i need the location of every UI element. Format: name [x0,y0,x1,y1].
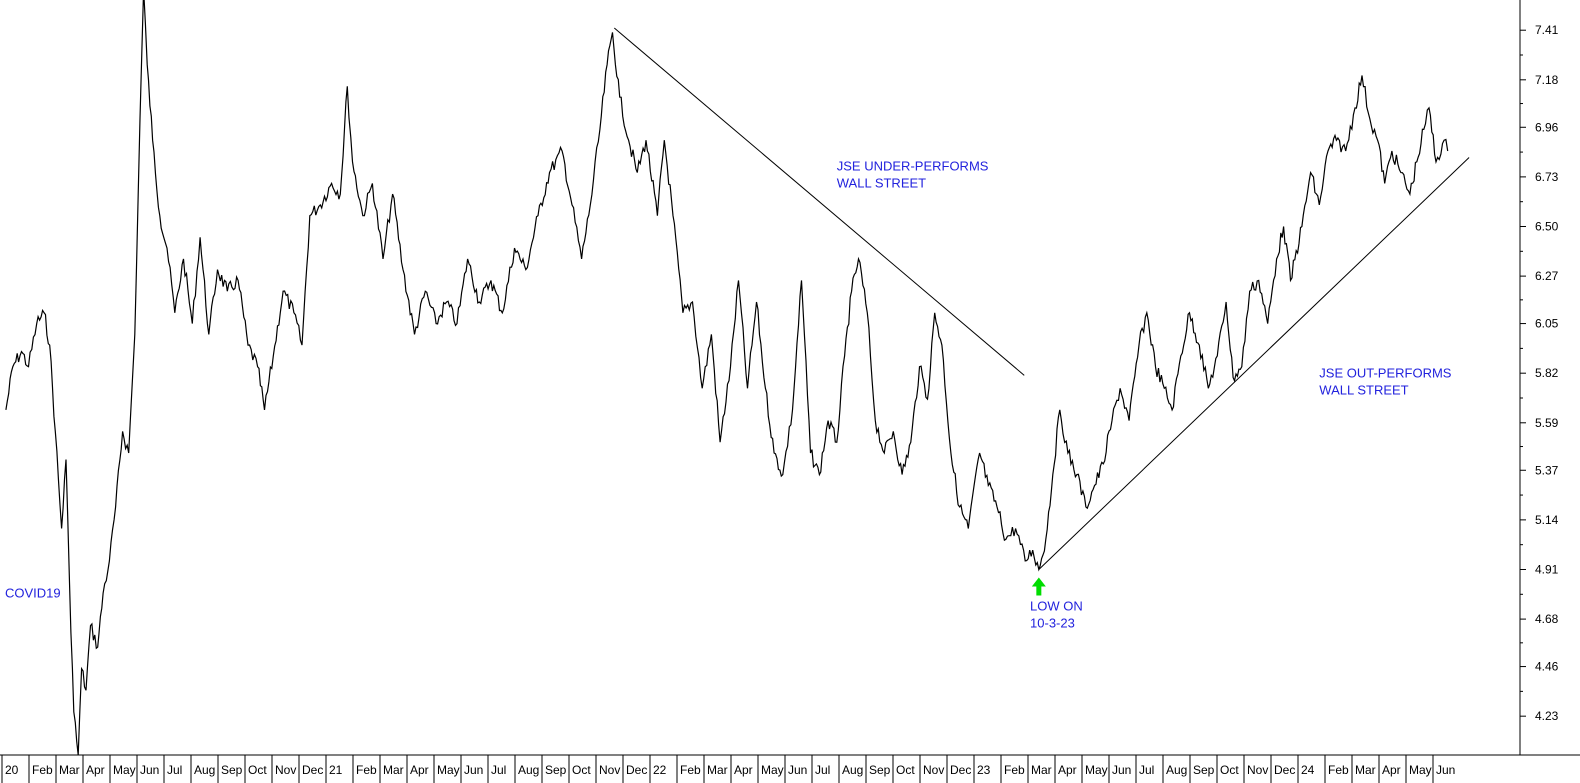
up-arrow-icon [1031,577,1046,596]
x-tick-label: Feb [680,763,701,777]
x-tick-label: Dec [302,763,323,777]
y-tick-label: 6.27 [1535,269,1559,283]
x-tick-label: Oct [248,763,267,777]
x-tick-label: Oct [896,763,915,777]
annotation-label: WALL STREET [837,175,926,190]
x-tick-label: Aug [842,763,863,777]
x-tick-label: Dec [950,763,971,777]
x-tick-label: Apr [1382,763,1401,777]
y-tick-label: 5.59 [1535,416,1559,430]
plot-area [5,0,1470,756]
x-tick-label: Feb [1004,763,1025,777]
x-tick-label: Jun [464,763,483,777]
x-tick-label: Jul [1139,763,1154,777]
x-tick-label: Aug [1166,763,1187,777]
x-tick-label: Apr [86,763,105,777]
y-tick-label: 6.50 [1535,220,1559,234]
annotation-label: COVID19 [5,586,61,601]
trendline [1038,157,1470,570]
y-tick-label: 5.82 [1535,366,1559,380]
x-tick-label: Apr [1058,763,1077,777]
y-tick-label: 4.46 [1535,660,1559,674]
x-tick-label: Feb [356,763,377,777]
x-tick-label: Sep [545,763,567,777]
x-tick-label: Jul [815,763,830,777]
x-tick-label: Dec [626,763,647,777]
x-tick-label: Jul [167,763,182,777]
x-tick-label: Dec [1274,763,1295,777]
y-tick-label: 5.37 [1535,463,1559,477]
x-tick-label: May [1409,763,1432,777]
trendline [613,27,1025,376]
y-tick-label: 7.18 [1535,73,1559,87]
x-tick-label: Mar [1355,763,1376,777]
annotation-label: LOW ON [1030,598,1083,613]
x-tick-label: Feb [1328,763,1349,777]
y-tick-label: 5.14 [1535,513,1559,527]
x-tick-label: Mar [59,763,80,777]
x-tick-label: Nov [923,763,944,777]
annotation-label: JSE OUT-PERFORMS [1319,366,1452,381]
x-tick-label: Feb [32,763,53,777]
x-tick-label: Nov [1247,763,1268,777]
x-tick-label: Jun [1436,763,1455,777]
annotations: JSE UNDER-PERFORMS WALL STREET JSE OUT-PER… [5,158,1452,630]
x-tick-label: 21 [329,763,343,777]
x-tick-label: Apr [734,763,753,777]
x-tick-label: 20 [5,763,19,777]
y-tick-label: 6.05 [1535,317,1559,331]
x-tick-label: Jun [788,763,807,777]
x-tick-label: 24 [1301,763,1315,777]
x-tick-label: Jul [491,763,506,777]
x-tick-label: Oct [572,763,591,777]
x-tick-label: May [1085,763,1108,777]
x-tick-label: May [761,763,784,777]
x-tick-label: Apr [410,763,429,777]
x-tick-label: Sep [221,763,243,777]
annotation-label: 10-3-23 [1030,615,1075,630]
x-tick-label: May [113,763,136,777]
y-axis: 7.41 7.18 6.96 6.73 6.50 6.27 6.05 5.82 5.59 5.37… [1519,0,1559,755]
x-tick-label: Nov [275,763,296,777]
x-tick-label: Jun [1112,763,1131,777]
x-tick-label: Sep [1193,763,1215,777]
x-tick-label: Aug [518,763,539,777]
y-tick-label: 4.91 [1535,562,1559,576]
y-tick-label: 6.73 [1535,170,1559,184]
x-tick-label: Aug [194,763,215,777]
x-tick-label: Jun [140,763,159,777]
price-line [5,0,1449,756]
y-tick-label: 6.96 [1535,120,1559,134]
x-tick-label: May [437,763,460,777]
x-tick-label: 23 [977,763,991,777]
x-axis: 20 Feb Mar Apr May Jun Jul Aug Sep Oct Nov Dec 21 Feb… [0,754,1580,783]
y-tick-label: 4.68 [1535,612,1559,626]
x-tick-label: Mar [1031,763,1052,777]
x-tick-label: 22 [653,763,667,777]
y-tick-label: 7.41 [1535,23,1559,37]
x-tick-label: Sep [869,763,891,777]
x-tick-label: Nov [599,763,620,777]
y-tick-label: 4.23 [1535,709,1559,723]
annotation-label: JSE UNDER-PERFORMS [837,158,989,173]
x-tick-label: Mar [383,763,404,777]
x-tick-label: Oct [1220,763,1239,777]
x-tick-label: Mar [707,763,728,777]
annotation-label: WALL STREET [1319,383,1408,398]
